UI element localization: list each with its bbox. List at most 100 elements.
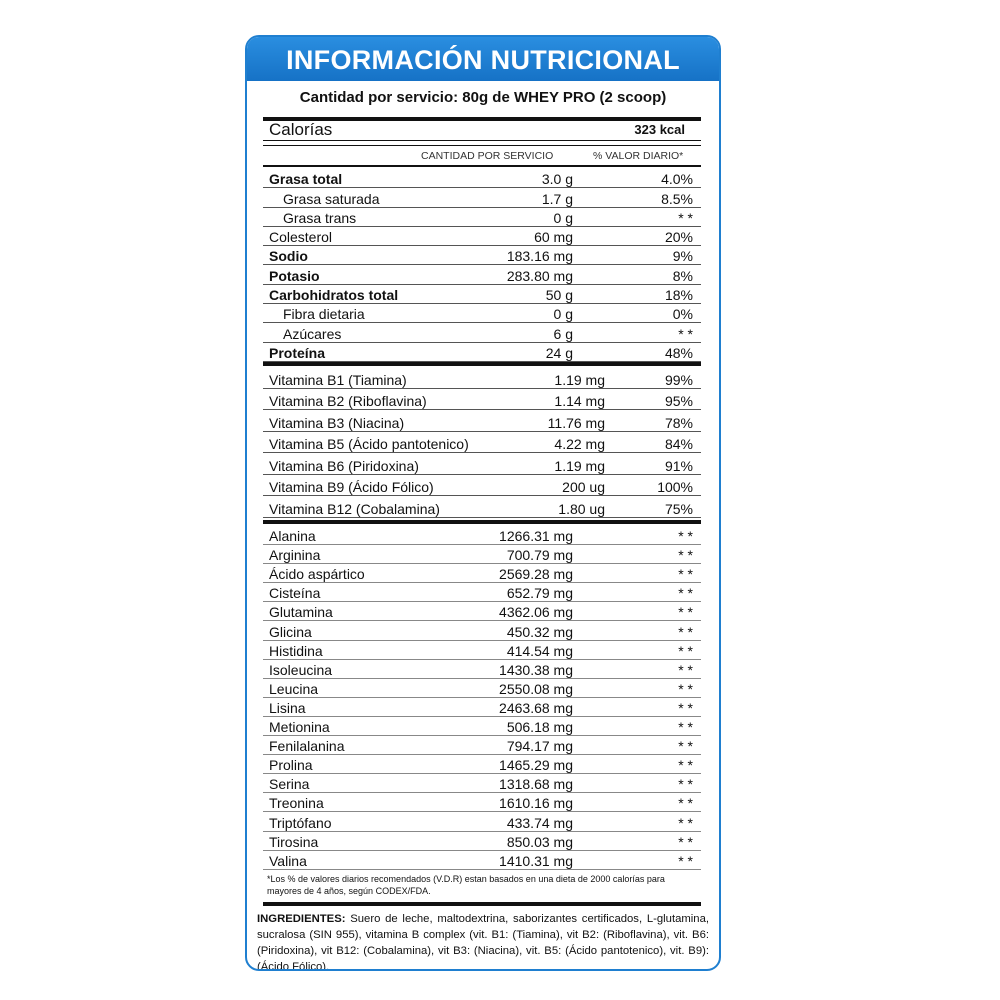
nutrient-dv: * * — [678, 604, 693, 621]
amount-header: CANTIDAD POR SERVICIO — [421, 149, 554, 162]
nutrient-amount: 1610.16 mg — [499, 795, 573, 812]
divider — [263, 520, 701, 524]
nutrient-amount: 183.16 mg — [506, 248, 573, 265]
divider — [263, 902, 701, 906]
nutrient-amount: 283.80 mg — [506, 267, 573, 284]
nutrient-name: Vitamina B9 (Ácido Fólico) — [269, 479, 434, 495]
nutrient-amount: 3.0 g — [541, 171, 573, 188]
nutrient-dv: * * — [678, 547, 693, 564]
nutrient-dv: * * — [678, 814, 693, 831]
nutrient-name: Arginina — [269, 547, 321, 564]
table-row: Arginina 700.79 mg * * — [263, 545, 701, 565]
nutrient-amount: 50 g — [545, 287, 573, 304]
nutrient-amount: 433.74 mg — [506, 814, 573, 831]
table-row: Vitamina B12 (Cobalamina) 1.80 ug 75% — [263, 496, 701, 518]
nutrient-dv: 18% — [664, 287, 693, 304]
nutrient-name: Cisteína — [269, 585, 321, 602]
nutrient-dv: * * — [678, 623, 693, 640]
table-row: Potasio 283.80 mg 8% — [263, 265, 701, 285]
table-row: Metionina 506.18 mg * * — [263, 717, 701, 737]
table-row: Serina 1318.68 mg * * — [263, 774, 701, 794]
nutrient-amount: 1465.29 mg — [499, 757, 573, 774]
nutrient-name: Vitamina B3 (Niacina) — [269, 414, 405, 431]
nutrient-dv: 8% — [672, 267, 693, 284]
nutrient-amount: 1318.68 mg — [499, 776, 573, 793]
nutrient-name: Vitamina B2 (Riboflavina) — [269, 393, 427, 409]
nutrient-name: Sodio — [269, 248, 308, 265]
nutrient-amount: 6 g — [553, 325, 573, 342]
nutrient-dv: 48% — [664, 344, 693, 361]
nutrient-dv: * * — [678, 585, 693, 602]
nutrient-amount: 60 mg — [534, 229, 573, 246]
table-row: Valina 1410.31 mg * * — [263, 851, 701, 870]
nutrient-amount: 2463.68 mg — [499, 699, 573, 716]
nutrient-name: Treonina — [269, 795, 324, 812]
nutrient-name: Vitamina B1 (Tiamina) — [269, 371, 407, 388]
nutrient-name: Proteína — [269, 344, 326, 361]
nutrient-amount: 0 g — [553, 209, 573, 226]
nutrient-name: Grasa trans — [283, 209, 357, 226]
nutrient-name: Prolina — [269, 757, 313, 774]
nutrient-name: Glutamina — [269, 604, 333, 621]
nutrient-amount: 1266.31 mg — [499, 528, 573, 545]
nutrient-name: Glicina — [269, 623, 312, 640]
nutrient-dv: 8.5% — [661, 190, 693, 207]
table-row: Fibra dietaria 0 g 0% — [263, 304, 701, 324]
nutrient-dv: 99% — [664, 371, 693, 388]
table-row: Histidina 414.54 mg * * — [263, 641, 701, 660]
calories-row: Calorías 323 kcal — [263, 119, 701, 141]
table-row: Proteína 24 g 48% — [263, 343, 701, 362]
nutrient-name: Fibra dietaria — [283, 306, 365, 323]
nutrient-name: Valina — [269, 852, 307, 869]
nutrient-name: Fenilalanina — [269, 738, 345, 755]
nutrient-dv: 84% — [664, 436, 693, 452]
nutrient-amount: 700.79 mg — [506, 547, 573, 564]
nutrient-dv: * * — [678, 566, 693, 583]
nutrient-dv: * * — [678, 776, 693, 793]
nutrient-amount: 506.18 mg — [506, 719, 573, 736]
nutrient-amount: 1.19 mg — [554, 371, 605, 388]
table-row: Triptófano 433.74 mg * * — [263, 812, 701, 832]
nutrient-name: Serina — [269, 776, 310, 793]
table-row: Grasa saturada 1.7 g 8.5% — [263, 188, 701, 208]
nutrient-amount: 1.14 mg — [554, 393, 605, 409]
nutrient-name: Colesterol — [269, 229, 333, 246]
nutrient-dv: * * — [678, 719, 693, 736]
nutrient-dv: * * — [678, 661, 693, 678]
nutrient-name: Lisina — [269, 699, 306, 716]
serving-size: Cantidad por servicio: 80g de WHEY PRO (… — [299, 89, 667, 106]
nutrient-dv: 20% — [664, 229, 693, 246]
nutrient-amount: 450.32 mg — [506, 623, 573, 640]
calories-label: Calorías — [269, 119, 333, 139]
nutrient-amount: 794.17 mg — [506, 738, 573, 755]
column-header: CANTIDAD POR SERVICIO % VALOR DIARIO* — [263, 145, 701, 167]
nutrient-dv: * * — [678, 699, 693, 716]
table-row: Sodio 183.16 mg 9% — [263, 246, 701, 266]
nutrient-name: Azúcares — [283, 325, 342, 342]
nutrient-dv: * * — [678, 757, 693, 774]
nutrient-amount: 414.54 mg — [506, 642, 573, 659]
nutrient-dv: 0% — [672, 306, 693, 323]
nutrient-dv: * * — [678, 528, 693, 545]
calories-value: 323 kcal — [634, 122, 685, 137]
vitamins-table: Vitamina B1 (Tiamina) 1.19 mg 99% Vitamina … — [263, 367, 701, 518]
nutrient-name: Metionina — [269, 719, 330, 736]
nutrient-name: Alanina — [269, 528, 316, 545]
nutrient-dv: 100% — [657, 479, 693, 495]
ingredients-text: Suero de leche, maltodextrina, saborizan… — [257, 913, 709, 971]
nutrient-amount: 652.79 mg — [506, 585, 573, 602]
table-row: Tirosina 850.03 mg * * — [263, 832, 701, 851]
nutrient-name: Vitamina B6 (Piridoxina) — [269, 457, 419, 474]
nutrient-dv: 91% — [664, 457, 693, 474]
nutrient-amount: 4362.06 mg — [499, 604, 573, 621]
nutrient-dv: * * — [678, 795, 693, 812]
nutrient-amount: 24 g — [545, 344, 573, 361]
table-row: Grasa total 3.0 g 4.0% — [263, 169, 701, 189]
nutrient-dv: 75% — [664, 500, 693, 517]
nutrient-dv: * * — [678, 738, 693, 755]
nutrient-amount: 1.19 mg — [554, 457, 605, 474]
nutrient-name: Triptófano — [269, 814, 332, 831]
table-row: Grasa trans 0 g * * — [263, 208, 701, 227]
footnote: *Los % de valores diarios recomendados (… — [267, 874, 665, 896]
nutrition-label: INFORMACIÓN NUTRICIONAL Cantidad por ser… — [245, 35, 721, 971]
